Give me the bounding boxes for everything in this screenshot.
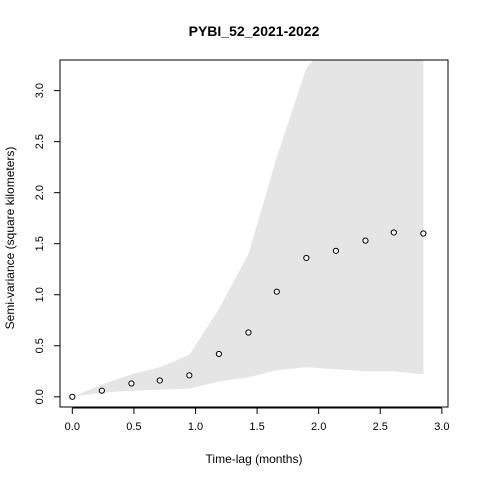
data-point <box>98 387 105 394</box>
data-point <box>303 254 310 262</box>
data-point <box>69 393 76 400</box>
x-axis: 0.0 0.5 1.0 1.5 2.0 2.5 3.0 <box>65 407 449 433</box>
x-tick-label: 0.0 <box>65 421 80 433</box>
data-point <box>186 372 193 379</box>
data-point <box>215 350 222 358</box>
plot-area <box>59 59 449 408</box>
x-tick-label: 2.0 <box>311 421 326 433</box>
x-tick-label: 0.5 <box>126 421 141 433</box>
data-point <box>128 380 135 387</box>
data-point <box>362 237 369 244</box>
x-tick-label: 1.0 <box>188 421 203 433</box>
y-tick-label: 0.5 <box>34 338 46 353</box>
y-tick-label: 3.0 <box>34 83 46 98</box>
x-tick-label: 2.5 <box>373 421 388 433</box>
data-point <box>332 247 340 254</box>
x-axis-label: Time-lag (months) <box>206 452 303 466</box>
y-tick-label: 1.0 <box>34 287 46 302</box>
y-axis-label: Semi-variance (square kilometers) <box>3 147 17 330</box>
y-tick-label: 2.0 <box>34 185 46 200</box>
data-point <box>156 377 163 384</box>
points-layer <box>69 229 427 400</box>
x-tick-label: 1.5 <box>249 421 264 433</box>
data-point <box>273 288 280 295</box>
y-axis: 0.0 0.5 1.0 1.5 2.0 2.5 3.0 <box>34 83 61 404</box>
y-tick-label: 1.5 <box>34 236 46 251</box>
data-point <box>245 329 252 336</box>
y-tick-label: 0.0 <box>34 389 46 404</box>
data-point <box>390 229 397 236</box>
chart-title: PYBI_52_2021-2022 <box>189 23 320 39</box>
y-tick-label: 2.5 <box>34 134 46 149</box>
envelope-layer <box>72 60 424 397</box>
confidence-envelope <box>72 60 424 397</box>
data-point <box>420 230 427 237</box>
x-tick-label: 3.0 <box>434 421 449 433</box>
